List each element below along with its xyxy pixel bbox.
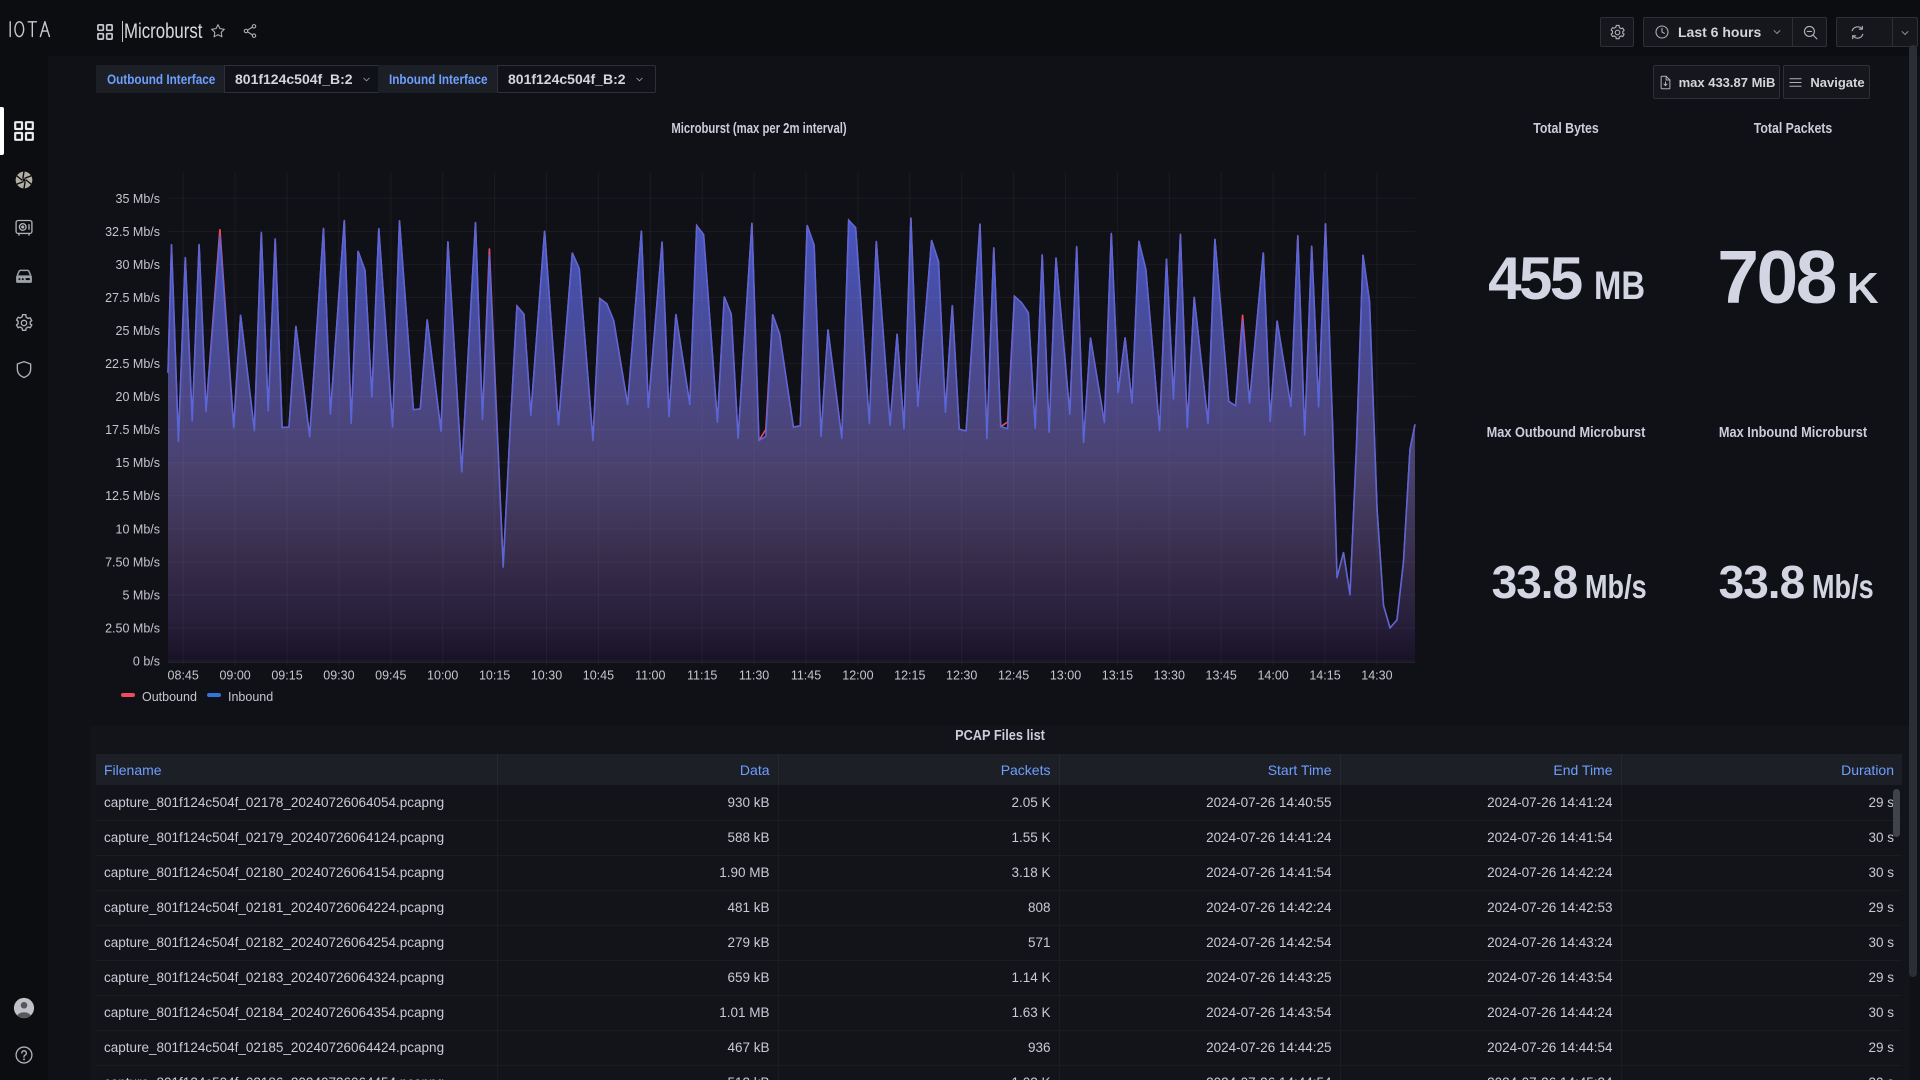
svg-text:14:00: 14:00 [1257,669,1288,683]
svg-text:5 Mb/s: 5 Mb/s [122,588,160,602]
svg-text:09:00: 09:00 [219,669,250,683]
svg-text:12:30: 12:30 [946,669,977,683]
svg-text:35 Mb/s: 35 Mb/s [116,192,160,206]
svg-text:10:00: 10:00 [427,669,458,683]
svg-text:7.50 Mb/s: 7.50 Mb/s [105,555,160,569]
svg-text:11:45: 11:45 [791,669,821,683]
svg-text:08:45: 08:45 [168,669,199,683]
svg-text:15 Mb/s: 15 Mb/s [116,456,160,470]
svg-text:09:15: 09:15 [271,669,302,683]
svg-text:25 Mb/s: 25 Mb/s [116,324,160,338]
svg-text:0 b/s: 0 b/s [133,655,160,669]
svg-text:13:15: 13:15 [1102,669,1133,683]
svg-text:14:30: 14:30 [1361,669,1392,683]
svg-text:Inbound: Inbound [228,690,273,704]
svg-text:22.5 Mb/s: 22.5 Mb/s [105,357,160,371]
svg-text:27.5 Mb/s: 27.5 Mb/s [105,291,160,305]
svg-text:20 Mb/s: 20 Mb/s [116,390,160,404]
svg-text:14:15: 14:15 [1309,669,1340,683]
svg-text:2.50 Mb/s: 2.50 Mb/s [105,622,160,636]
svg-text:12:00: 12:00 [842,669,873,683]
svg-text:30 Mb/s: 30 Mb/s [116,258,160,272]
svg-text:11:00: 11:00 [635,669,665,683]
svg-text:12.5 Mb/s: 12.5 Mb/s [105,489,160,503]
svg-text:09:45: 09:45 [375,669,406,683]
svg-text:10:45: 10:45 [583,669,614,683]
svg-text:10 Mb/s: 10 Mb/s [116,522,160,536]
svg-text:11:30: 11:30 [739,669,769,683]
svg-text:10:30: 10:30 [531,669,562,683]
svg-text:11:15: 11:15 [687,669,717,683]
svg-text:09:30: 09:30 [323,669,354,683]
svg-text:13:00: 13:00 [1050,669,1081,683]
svg-text:Outbound: Outbound [142,690,197,704]
svg-text:13:45: 13:45 [1206,669,1237,683]
svg-text:10:15: 10:15 [479,669,510,683]
svg-text:12:15: 12:15 [894,669,925,683]
svg-text:17.5 Mb/s: 17.5 Mb/s [105,423,160,437]
svg-text:13:30: 13:30 [1154,669,1185,683]
svg-text:12:45: 12:45 [998,669,1029,683]
svg-text:32.5 Mb/s: 32.5 Mb/s [105,225,160,239]
